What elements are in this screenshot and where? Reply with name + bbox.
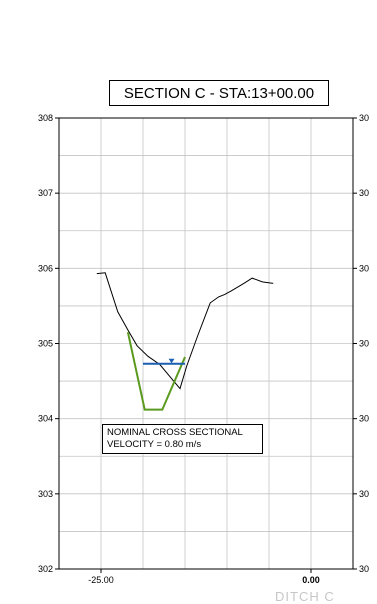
velocity-note: NOMINAL CROSS SECTIONAL VELOCITY = 0.80 … [102,424,263,454]
y-tick-label: 304 [38,414,53,424]
y-tick-label-right: 30 [359,489,369,499]
y-axis-left: 308 307 306 305 304 303 302 [38,113,59,574]
cutoff-label: DITCH C [275,589,335,604]
y-tick-label: 302 [38,564,53,574]
y-tick-label: 308 [38,113,53,123]
x-tick-label: 0.00 [302,575,320,585]
y-axis-right: 30 30 30 30 30 30 30 [353,113,369,574]
grid [59,118,353,569]
y-tick-label-right: 30 [359,263,369,273]
y-tick-label-right: 30 [359,414,369,424]
channel-profile-line [126,331,186,411]
y-tick-label-right: 30 [359,188,369,198]
y-tick-label: 306 [38,263,53,273]
y-tick-label: 303 [38,489,53,499]
section-title: SECTION C - STA:13+00.00 [109,80,329,106]
y-tick-label: 305 [38,339,53,349]
x-tick-label: -25.00 [88,575,114,585]
ground-profile-line [96,272,274,390]
water-level-marker [168,358,175,364]
y-tick-label-right: 30 [359,339,369,349]
note-line-2: VELOCITY = 0.80 m/s [107,439,202,450]
x-axis: -25.00 0.00 [88,569,320,585]
y-tick-label-right: 30 [359,113,369,123]
y-tick-label-right: 30 [359,564,369,574]
y-tick-label: 307 [38,188,53,198]
note-line-1: NOMINAL CROSS SECTIONAL [107,427,243,438]
